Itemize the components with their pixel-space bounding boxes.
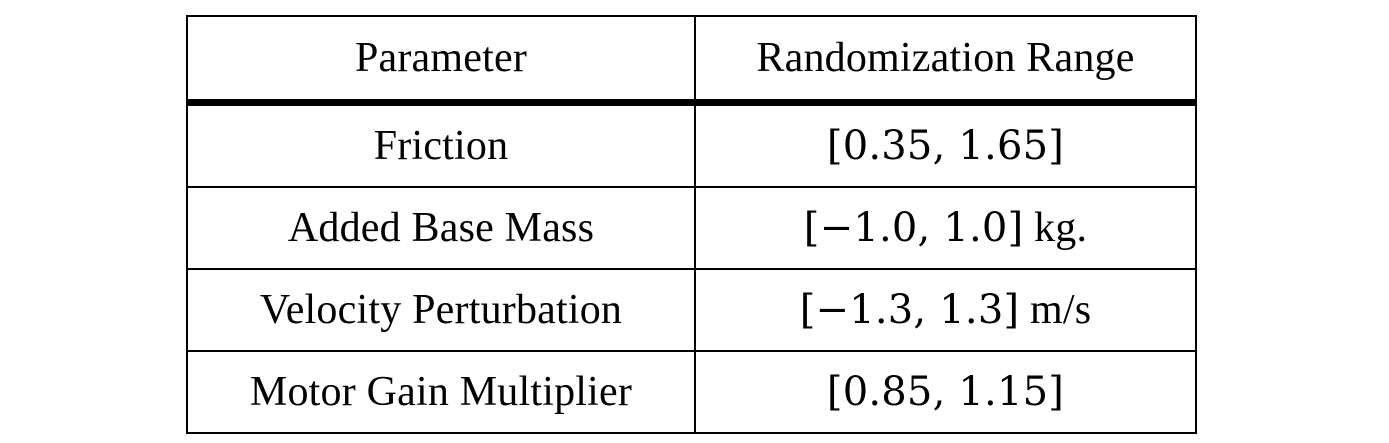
cell-range: [−1.0, 1.0] kg. [694, 186, 1197, 270]
table-row: Velocity Perturbation [−1.3, 1.3] m/s [186, 268, 1197, 352]
cell-parameter: Friction [186, 101, 696, 188]
header-parameter: Parameter [186, 15, 696, 106]
range-value: [0.35, 1.65] [826, 123, 1065, 169]
table-row: Motor Gain Multiplier [0.85, 1.15] [186, 350, 1197, 434]
range-unit: kg. [1034, 205, 1088, 251]
header-randomization-range: Randomization Range [694, 15, 1197, 106]
cell-range: [0.85, 1.15] [694, 350, 1197, 434]
randomization-table-container: Parameter Randomization Range Friction [… [186, 15, 1197, 434]
range-value: [−1.3, 1.3] [799, 287, 1020, 333]
cell-parameter: Velocity Perturbation [186, 268, 696, 352]
range-value: [−1.0, 1.0] [803, 205, 1024, 251]
table-row: Added Base Mass [−1.0, 1.0] kg. [186, 186, 1197, 270]
cell-range: [0.35, 1.65] [694, 101, 1197, 188]
table-row: Friction [0.35, 1.65] [186, 101, 1197, 188]
cell-parameter: Added Base Mass [186, 186, 696, 270]
cell-range: [−1.3, 1.3] m/s [694, 268, 1197, 352]
cell-parameter: Motor Gain Multiplier [186, 350, 696, 434]
header-row: Parameter Randomization Range [186, 15, 1197, 106]
randomization-table: Parameter Randomization Range Friction [… [186, 15, 1197, 434]
range-value: [0.85, 1.15] [826, 369, 1065, 415]
range-unit: m/s [1030, 287, 1092, 333]
